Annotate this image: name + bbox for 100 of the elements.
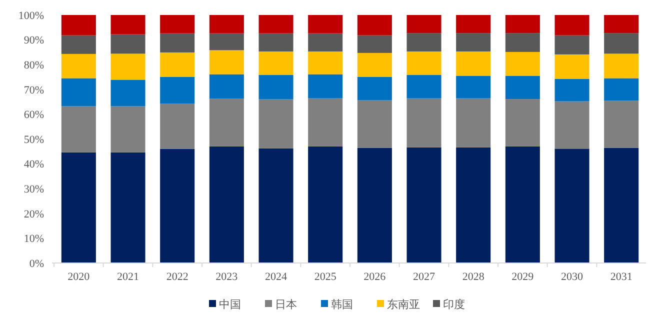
- bar: [357, 35, 392, 53]
- bar: [61, 78, 96, 106]
- bar: [61, 35, 96, 54]
- x-tick-label: 2026: [364, 271, 386, 283]
- bar: [456, 147, 491, 263]
- bar: [604, 100, 639, 148]
- bar: [357, 148, 392, 263]
- y-tick-label: 40%: [24, 158, 44, 171]
- bar: [110, 15, 146, 34]
- legend-label: 印度: [443, 298, 465, 311]
- bar: [505, 33, 540, 52]
- x-tick-label: 2025: [314, 271, 337, 283]
- bar: [209, 15, 244, 34]
- bar: [357, 77, 392, 100]
- x-tick-label: 2031: [610, 271, 632, 283]
- legend-label: 日本: [275, 298, 297, 311]
- x-tick-label: 2024: [265, 271, 288, 283]
- y-tick-label: 80%: [24, 59, 44, 72]
- bar: [505, 99, 540, 146]
- bar: [456, 98, 491, 148]
- y-tick-label: 70%: [24, 84, 44, 96]
- bar: [505, 76, 540, 100]
- y-tick-label: 90%: [24, 34, 44, 47]
- x-tick-label: 2030: [561, 271, 584, 283]
- bar: [554, 78, 590, 102]
- bar: [505, 15, 540, 34]
- bar: [357, 100, 392, 148]
- bar: [110, 80, 146, 106]
- bar: [61, 152, 96, 263]
- bar: [554, 101, 590, 149]
- bar: [604, 15, 639, 34]
- bar: [308, 33, 343, 52]
- bar: [406, 98, 442, 148]
- bar: [160, 33, 195, 52]
- legend-label: 中国: [219, 298, 241, 311]
- bar: [160, 104, 195, 149]
- bar: [110, 54, 146, 80]
- x-tick-label: 2021: [117, 271, 139, 283]
- bar: [308, 146, 343, 263]
- bar: [604, 148, 639, 263]
- bar: [308, 15, 343, 34]
- legend-label: 韩国: [331, 298, 353, 311]
- y-tick-label: 10%: [24, 233, 44, 246]
- bar: [456, 15, 491, 34]
- bar: [456, 76, 491, 98]
- bar: [406, 147, 442, 263]
- x-tick-label: 2022: [166, 271, 188, 283]
- bar: [308, 51, 343, 74]
- bar: [258, 99, 294, 148]
- bar: [258, 15, 294, 34]
- bar: [110, 106, 146, 152]
- bar: [554, 54, 590, 79]
- x-tick-label: 2023: [216, 271, 238, 283]
- y-tick-label: 20%: [24, 208, 44, 220]
- x-tick-label: 2029: [512, 271, 534, 283]
- bar: [554, 15, 590, 36]
- bar: [604, 78, 639, 101]
- bar: [308, 98, 343, 146]
- y-tick-label: 50%: [24, 134, 44, 146]
- y-tick-label: 30%: [24, 183, 44, 196]
- bar: [160, 52, 195, 77]
- bar: [554, 35, 590, 54]
- x-tick-label: 2020: [68, 271, 90, 283]
- bar: [456, 33, 491, 52]
- bar: [406, 33, 442, 52]
- bar: [110, 152, 146, 263]
- bar: [209, 33, 244, 50]
- bar: [456, 51, 491, 76]
- bar: [61, 15, 96, 36]
- bar: [61, 106, 96, 152]
- bar: [505, 146, 540, 263]
- bar: [160, 77, 195, 104]
- bar: [357, 15, 392, 36]
- bar: [604, 33, 639, 54]
- bar: [209, 50, 244, 74]
- bar: [160, 148, 195, 263]
- bar: [406, 15, 442, 34]
- bar: [505, 52, 540, 76]
- bar: [258, 75, 294, 100]
- bar: [209, 98, 244, 146]
- bar: [110, 34, 146, 54]
- bar: [160, 15, 195, 34]
- bar: [258, 51, 294, 76]
- bar: [554, 148, 590, 263]
- bar: [406, 75, 442, 98]
- bar: [209, 74, 244, 99]
- bar: [258, 148, 294, 263]
- y-tick-label: 60%: [24, 109, 44, 122]
- bar: [406, 51, 442, 76]
- y-tick-label: 100%: [18, 10, 44, 22]
- legend-label: 东南亚: [387, 298, 420, 311]
- bar: [61, 54, 96, 78]
- bar: [604, 54, 639, 78]
- bar: [209, 146, 244, 263]
- bar: [308, 74, 343, 98]
- bar: [357, 52, 392, 77]
- x-tick-label: 2027: [413, 271, 436, 283]
- bar: [258, 33, 294, 52]
- y-tick-label: 0%: [29, 258, 44, 270]
- x-tick-label: 2028: [462, 271, 485, 283]
